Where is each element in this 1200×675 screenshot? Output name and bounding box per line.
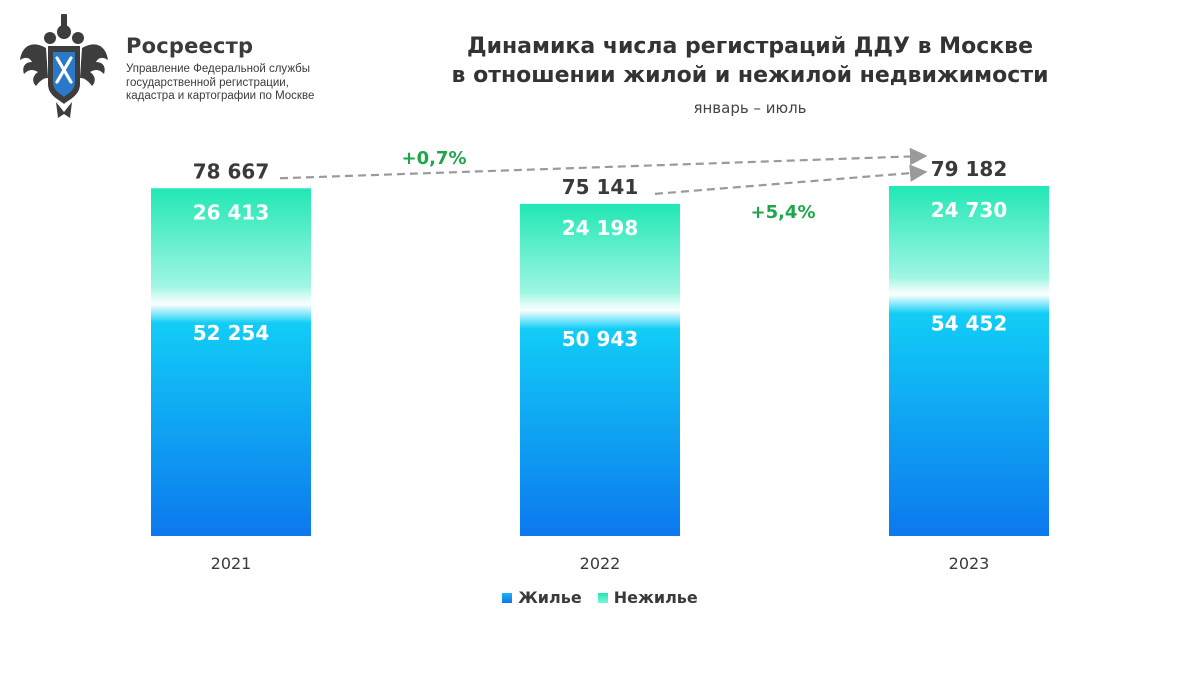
org-description-line: Управление Федеральной службы	[126, 63, 310, 75]
total-label: 79 182	[931, 157, 1008, 181]
total-label: 78 667	[193, 159, 270, 183]
legend-item-residential: Жилье	[502, 588, 582, 607]
bar-nonresidential-2023	[889, 186, 1049, 296]
bar-segment-glow	[520, 292, 680, 329]
bar-segment-glow	[151, 287, 311, 324]
growth-arrow	[279, 147, 928, 180]
data-label-residential: 52 254	[193, 321, 270, 345]
data-label-residential: 54 452	[931, 311, 1008, 335]
x-tick-label: 2021	[211, 554, 252, 573]
data-label-nonresidential: 26 413	[193, 200, 270, 224]
growth-annotation: +0,7%	[401, 148, 466, 169]
org-description: Управление Федеральной службы государств…	[126, 63, 366, 104]
data-label-residential: 50 943	[562, 327, 639, 351]
bar-residential-2021	[151, 305, 311, 536]
chart-subtitle: январь – июль	[693, 99, 807, 117]
bar-residential-2023	[889, 295, 1049, 536]
data-label-nonresidential: 24 730	[931, 198, 1008, 222]
org-name: Росреестр	[126, 34, 254, 58]
x-tick-label: 2023	[949, 554, 990, 573]
total-label: 75 141	[562, 175, 639, 199]
legend-label: Жилье	[518, 588, 582, 607]
legend-item-nonresidential: Нежилье	[597, 588, 698, 607]
legend-swatch-nonresidential	[597, 592, 608, 603]
bar-residential-2022	[520, 310, 680, 536]
bar-segment-glow	[889, 277, 1049, 314]
rosreestr-emblem-icon	[20, 14, 108, 118]
data-label-nonresidential: 24 198	[562, 216, 639, 240]
legend-label: Нежилье	[613, 588, 698, 607]
growth-annotation: +5,4%	[750, 202, 815, 223]
x-tick-label: 2022	[580, 554, 621, 573]
growth-arrow	[654, 164, 928, 195]
bar-nonresidential-2021	[151, 188, 311, 306]
chart-title-line: в отношении жилой и нежилой недвижимости	[451, 63, 1049, 88]
org-description-line: кадастра и картографии по Москве	[126, 90, 315, 102]
chart-title-line: Динамика числа регистраций ДДУ в Москве	[466, 34, 1034, 59]
chart-legend: Жилье Нежилье	[0, 588, 1200, 607]
legend-swatch-residential	[502, 592, 513, 603]
org-description-line: государственной регистрации,	[126, 76, 289, 89]
chart-title: Динамика числа регистраций ДДУ в Москве …	[390, 32, 1110, 90]
